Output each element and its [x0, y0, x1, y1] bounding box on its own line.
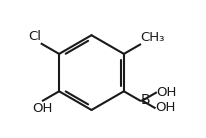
- Text: CH₃: CH₃: [141, 31, 165, 44]
- Text: Cl: Cl: [28, 30, 41, 43]
- Text: OH: OH: [33, 102, 53, 115]
- Text: OH: OH: [157, 86, 177, 99]
- Text: OH: OH: [155, 101, 176, 114]
- Text: B: B: [141, 93, 150, 107]
